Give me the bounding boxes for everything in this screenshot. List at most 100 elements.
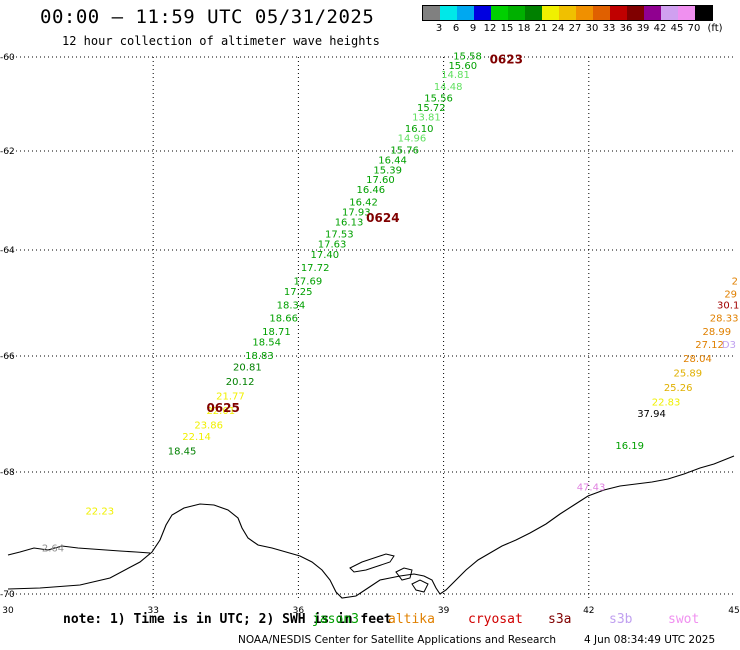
swh-value: 28.33 xyxy=(710,314,739,325)
pass-date-label: 0625 xyxy=(206,401,239,415)
gridlines xyxy=(8,56,734,600)
color-legend: 3 6 9 12 15 18 21 24 27 30 33 36 39 42 45 70 (ft) xyxy=(422,5,723,35)
swh-value: 14.81 xyxy=(441,70,470,81)
x-tick-label: 45 xyxy=(728,606,739,616)
swh-value: 16.44 xyxy=(378,155,407,166)
satellite-name: cryosat xyxy=(468,612,523,627)
swh-value: 15.76 xyxy=(390,145,419,156)
swh-value: D3 xyxy=(722,340,736,351)
map-title: 00:00 — 11:59 UTC 05/31/2025 xyxy=(40,6,375,28)
legend-label: 15 xyxy=(500,23,514,34)
swh-value: 28.99 xyxy=(703,327,732,338)
y-tick-label: -60 xyxy=(0,53,15,63)
x-tick-label: 30 xyxy=(2,606,14,616)
coastline-path xyxy=(7,455,735,599)
swh-value: 18.71 xyxy=(262,327,291,338)
swh-value: 27.12 xyxy=(695,340,724,351)
swh-value: 25.26 xyxy=(664,383,693,394)
swh-value: 15.58 xyxy=(453,51,482,62)
legend-swatches xyxy=(422,5,713,21)
timestamp-text: 4 Jun 08:34:49 UTC 2025 xyxy=(584,634,716,646)
island-path-3 xyxy=(411,579,429,593)
swh-value: 16.13 xyxy=(335,217,364,228)
island-path-2 xyxy=(395,567,413,581)
legend-label: 18 xyxy=(517,23,531,34)
legend-swatch xyxy=(525,6,542,20)
legend-label: 9 xyxy=(469,23,477,34)
legend-swatch xyxy=(610,6,627,20)
legend-label: 33 xyxy=(602,23,616,34)
legend-swatch xyxy=(508,6,525,20)
swh-value: 15.39 xyxy=(373,165,402,176)
swh-value: 18.34 xyxy=(277,300,306,311)
legend-swatch xyxy=(576,6,593,20)
swh-value: 29 xyxy=(724,290,737,301)
satellite-name: s3a xyxy=(548,612,572,627)
swh-value: 17.25 xyxy=(284,287,313,298)
pass-date-label: 0624 xyxy=(366,211,399,225)
legend-swatch xyxy=(593,6,610,20)
legend-label: 70 xyxy=(687,23,701,34)
swh-value: 18.83 xyxy=(245,351,274,362)
legend-swatch xyxy=(440,6,457,20)
coastline xyxy=(7,455,735,599)
swh-value: 2.64 xyxy=(42,543,64,554)
island-path xyxy=(349,553,395,573)
swh-value: 15.56 xyxy=(424,94,453,105)
date-labels: 0623 0624 0625 xyxy=(206,52,523,415)
y-tick-label: -64 xyxy=(0,246,15,256)
swh-value: 20.12 xyxy=(226,377,255,388)
swh-value: 28.04 xyxy=(683,354,712,365)
legend-label: (ft) xyxy=(707,23,723,34)
swh-value: 15.72 xyxy=(417,103,446,114)
swh-value: 17.53 xyxy=(325,230,354,241)
y-tick-label: -68 xyxy=(0,468,15,478)
swh-value: 16.42 xyxy=(349,197,378,208)
x-tick-label: 42 xyxy=(583,606,594,616)
x-tick-label: 39 xyxy=(438,606,450,616)
legend-swatch xyxy=(678,6,695,20)
swh-value: 25.89 xyxy=(674,368,703,379)
legend-label: 27 xyxy=(568,23,582,34)
axis-ticks: 30 33 36 39 42 45 -60 -62 -64 -66 -68 -70 xyxy=(0,53,740,616)
coastline-west-path xyxy=(7,545,151,556)
swh-value: 18.45 xyxy=(168,447,197,458)
satellite-name: swot xyxy=(668,612,700,627)
legend-swatch xyxy=(627,6,644,20)
legend-label: 39 xyxy=(636,23,650,34)
swh-value: 18.66 xyxy=(269,314,298,325)
legend-label: 3 xyxy=(435,23,443,34)
legend-label: 45 xyxy=(670,23,684,34)
swh-value: 17.63 xyxy=(318,240,347,251)
legend-labels: 3 6 9 12 15 18 21 24 27 30 33 36 39 42 45 70 (ft) xyxy=(422,23,723,35)
map-subtitle: 12 hour collection of altimeter wave hei… xyxy=(62,34,380,48)
swh-value: 17.60 xyxy=(366,175,395,186)
swh-value: 16.10 xyxy=(405,124,434,135)
note-text: note: 1) Time is in UTC; 2) SWH is in fe… xyxy=(63,612,392,627)
satellite-name: s3b xyxy=(609,612,633,627)
legend-label: 24 xyxy=(551,23,565,34)
swh-value: 16.46 xyxy=(356,185,385,196)
legend-swatch xyxy=(661,6,678,20)
swh-value: 17.40 xyxy=(311,250,340,261)
legend-label: 42 xyxy=(653,23,667,34)
x-tick-label: 36 xyxy=(293,606,305,616)
swh-value: 23.86 xyxy=(194,421,223,432)
swh-value: 47.43 xyxy=(577,482,606,493)
swh-value: 17.72 xyxy=(301,263,330,274)
swh-value: 30.18 xyxy=(717,300,740,311)
swh-value: 22.83 xyxy=(652,397,681,408)
swh-value: 15.60 xyxy=(448,61,477,72)
legend-swatch xyxy=(457,6,474,20)
y-tick-label: -66 xyxy=(0,352,15,362)
legend-label: 6 xyxy=(452,23,460,34)
pass-date-label: 0623 xyxy=(490,52,523,66)
swh-value: 16.19 xyxy=(615,441,644,452)
legend-swatch xyxy=(542,6,559,20)
y-tick-label: -70 xyxy=(0,590,15,600)
satellite-name: jason3 xyxy=(312,612,359,627)
x-tick-label: 33 xyxy=(147,606,158,616)
swh-value: 14.48 xyxy=(434,82,463,93)
legend-swatch xyxy=(695,6,712,20)
